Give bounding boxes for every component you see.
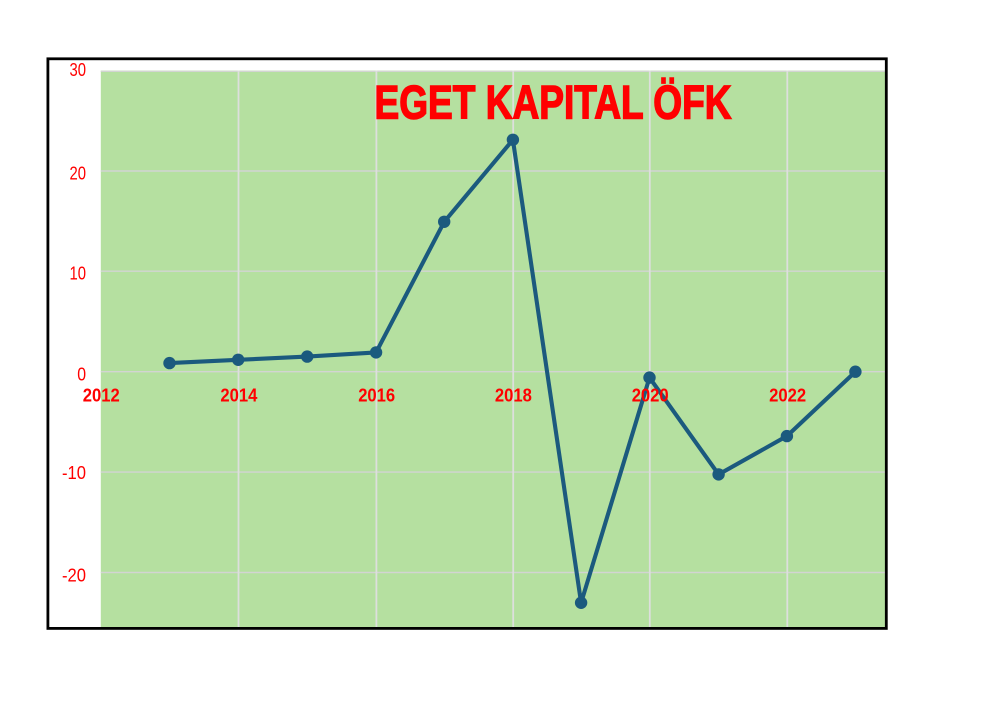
- svg-text:2022: 2022: [769, 384, 806, 405]
- svg-text:10: 10: [70, 264, 87, 284]
- svg-text:2018: 2018: [495, 384, 532, 405]
- svg-text:0: 0: [77, 365, 86, 385]
- svg-text:2016: 2016: [358, 384, 395, 405]
- svg-text:2012: 2012: [83, 384, 120, 405]
- svg-text:30: 30: [70, 60, 87, 80]
- svg-text:2014: 2014: [220, 384, 258, 405]
- svg-text:2020: 2020: [632, 384, 669, 405]
- svg-text:EGET KAPITAL ÖFK: EGET KAPITAL ÖFK: [375, 77, 732, 130]
- svg-text:-10: -10: [62, 463, 86, 483]
- svg-text:-20: -20: [62, 566, 86, 586]
- svg-text:20: 20: [70, 164, 87, 184]
